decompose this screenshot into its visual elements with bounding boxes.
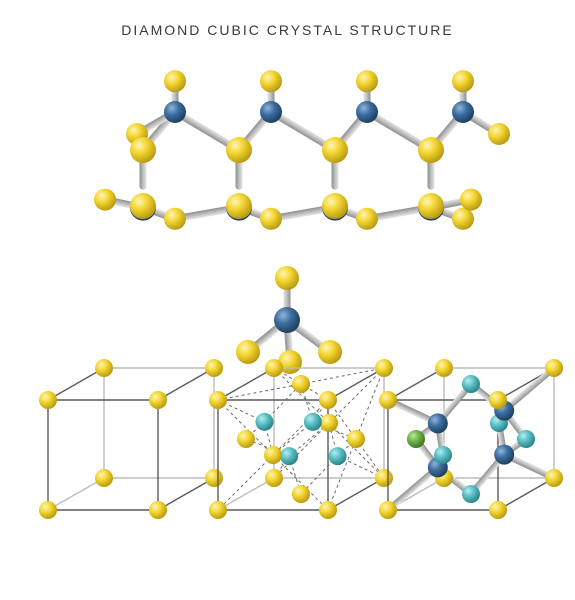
atom-yellow bbox=[435, 359, 453, 377]
atom-yellow bbox=[452, 70, 474, 92]
atom-yellow bbox=[226, 193, 252, 219]
atom-yellow bbox=[265, 359, 283, 377]
edge bbox=[328, 478, 384, 510]
atom-yellow bbox=[375, 469, 393, 487]
atom-yellow bbox=[236, 340, 260, 364]
atom-yellow bbox=[292, 485, 310, 503]
atom-yellow bbox=[347, 430, 365, 448]
atom-yellow bbox=[149, 391, 167, 409]
atom-yellow bbox=[319, 501, 337, 519]
atom-yellow bbox=[322, 137, 348, 163]
atom-yellow bbox=[226, 137, 252, 163]
atom-yellow bbox=[379, 501, 397, 519]
edge bbox=[218, 478, 274, 510]
atom-yellow bbox=[488, 123, 510, 145]
atom-yellow bbox=[39, 391, 57, 409]
cube-simple bbox=[39, 359, 223, 519]
atom-yellow bbox=[260, 208, 282, 230]
edge bbox=[218, 368, 274, 400]
atom-yellow bbox=[164, 70, 186, 92]
atom-yellow bbox=[489, 501, 507, 519]
atom-yellow bbox=[375, 359, 393, 377]
atom-yellow bbox=[130, 193, 156, 219]
atom-yellow bbox=[489, 391, 507, 409]
atom-teal bbox=[280, 447, 298, 465]
atom-teal bbox=[434, 446, 452, 464]
atom-yellow bbox=[264, 446, 282, 464]
atom-blue bbox=[452, 101, 474, 123]
atom-yellow bbox=[320, 414, 338, 432]
atom-yellow bbox=[318, 340, 342, 364]
edge bbox=[498, 478, 554, 510]
cube-diamond bbox=[379, 359, 563, 519]
atom-yellow bbox=[418, 193, 444, 219]
page-title: DIAMOND CUBIC CRYSTAL STRUCTURE bbox=[0, 22, 575, 38]
atom-teal bbox=[329, 447, 347, 465]
atom-yellow bbox=[319, 391, 337, 409]
atom-yellow bbox=[95, 359, 113, 377]
atom-yellow bbox=[95, 469, 113, 487]
atom-blue bbox=[164, 101, 186, 123]
atom-yellow bbox=[209, 501, 227, 519]
atom-yellow bbox=[265, 469, 283, 487]
atom-teal bbox=[462, 375, 480, 393]
edge bbox=[158, 368, 214, 400]
atom-teal bbox=[304, 413, 322, 431]
atom-blue bbox=[494, 445, 514, 465]
atom-yellow bbox=[545, 469, 563, 487]
atom-yellow bbox=[205, 359, 223, 377]
atom-blue bbox=[260, 101, 282, 123]
atom-yellow bbox=[39, 501, 57, 519]
atom-yellow bbox=[452, 208, 474, 230]
lattice-top bbox=[94, 70, 510, 230]
atom-yellow bbox=[209, 391, 227, 409]
atom-yellow bbox=[545, 359, 563, 377]
atom-yellow bbox=[356, 70, 378, 92]
atom-yellow bbox=[164, 208, 186, 230]
atom-yellow bbox=[418, 137, 444, 163]
edge bbox=[158, 478, 214, 510]
atom-yellow bbox=[149, 501, 167, 519]
atom-green bbox=[407, 430, 425, 448]
atom-blue bbox=[356, 101, 378, 123]
atom-yellow bbox=[379, 391, 397, 409]
atom-blue bbox=[428, 413, 448, 433]
atom-yellow bbox=[237, 430, 255, 448]
edge bbox=[48, 478, 104, 510]
atom-yellow bbox=[460, 189, 482, 211]
atom-blue bbox=[274, 307, 300, 333]
atom-yellow bbox=[260, 70, 282, 92]
edge bbox=[48, 368, 104, 400]
cube-fcc bbox=[209, 359, 393, 519]
atom-yellow bbox=[205, 469, 223, 487]
atom-yellow bbox=[94, 189, 116, 211]
tetrahedron bbox=[236, 266, 342, 374]
atom-teal bbox=[255, 413, 273, 431]
atom-teal bbox=[517, 430, 535, 448]
edge bbox=[388, 368, 444, 400]
atom-yellow bbox=[292, 375, 310, 393]
atom-yellow bbox=[322, 193, 348, 219]
diagram-canvas bbox=[0, 0, 575, 600]
edge bbox=[328, 368, 384, 400]
atom-yellow bbox=[130, 137, 156, 163]
atom-yellow bbox=[356, 208, 378, 230]
atom-teal bbox=[462, 485, 480, 503]
atom-yellow bbox=[275, 266, 299, 290]
